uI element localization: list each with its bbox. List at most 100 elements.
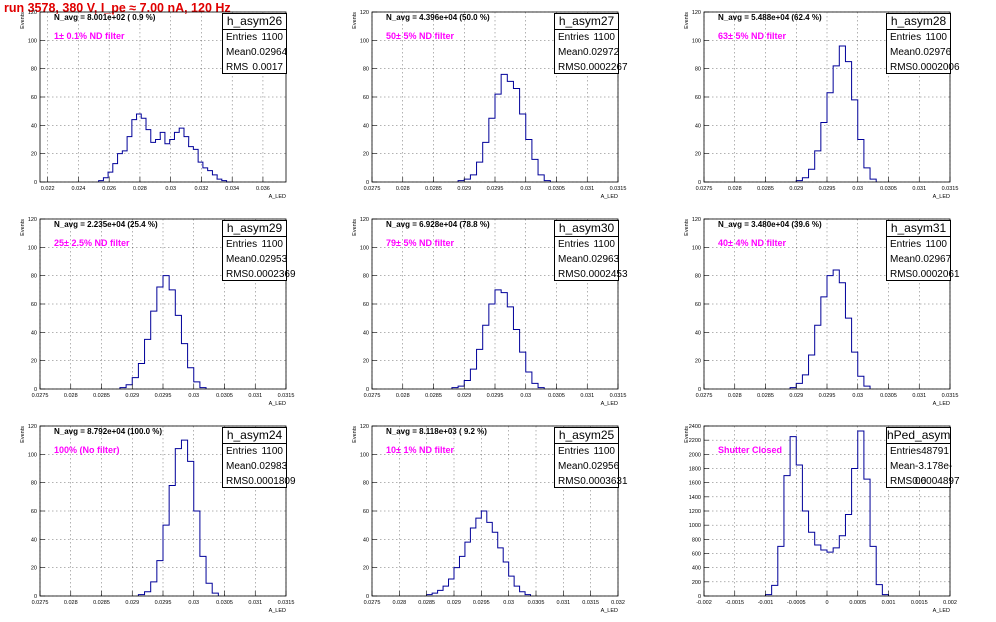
filter-label: 100% (No filter) xyxy=(54,445,120,455)
histogram-bin xyxy=(169,290,175,389)
histogram-panel-h_asym31: 0.0275 0.028 0.0285 0.029 0.0295 0.03 0.0305 0.… xyxy=(664,207,996,414)
histogram-bin xyxy=(815,151,821,182)
x-axis-label: A_LED xyxy=(601,608,618,614)
stat-value: 0.02967 xyxy=(915,254,952,265)
y-tick-label: 80 xyxy=(363,481,369,487)
stat-row-rms: RMS 0.0003631 xyxy=(555,474,628,489)
y-tick-label: 20 xyxy=(695,152,701,158)
x-tick-label: 0.0305 xyxy=(548,393,565,399)
stat-row-rms: RMS 0.0002006 xyxy=(887,60,960,75)
histogram-panel-hPed_asym: -0.002 -0.0015 -0.001 -0.0005 0 0.0005 0.001 0.… xyxy=(664,414,996,621)
histogram-bin xyxy=(507,307,513,389)
x-tick-label: 0.03 xyxy=(188,393,199,399)
x-tick-label: 0.026 xyxy=(102,186,116,192)
y-tick-label: 60 xyxy=(363,95,369,101)
y-tick-label: 400 xyxy=(692,566,701,572)
histogram-svg: 0.0275 0.028 0.0285 0.029 0.0295 0.03 0.0305 0.… xyxy=(684,10,958,200)
x-tick-label: 0.002 xyxy=(943,600,957,606)
histogram-bin xyxy=(449,579,454,596)
y-tick-label: 60 xyxy=(363,302,369,308)
y-tick-label: 0 xyxy=(366,180,369,186)
histogram-bin xyxy=(194,511,200,596)
histogram-bin xyxy=(160,132,165,182)
y-tick-label: 120 xyxy=(28,424,37,430)
x-tick-label: 0.0275 xyxy=(696,186,713,192)
y-tick-label: 100 xyxy=(692,38,701,44)
y-tick-label: 0 xyxy=(698,180,701,186)
x-tick-label: 0.029 xyxy=(457,186,471,192)
y-tick-label: 120 xyxy=(360,217,369,223)
histogram-name: h_asym29 xyxy=(223,221,286,237)
x-axis-label: A_LED xyxy=(601,194,618,200)
histogram-bin xyxy=(146,130,151,182)
stat-row-rms: RMS 0.0002267 xyxy=(555,60,628,75)
stat-label: Entries xyxy=(558,32,590,43)
stat-label: RMS xyxy=(226,476,249,487)
histogram-bin xyxy=(796,383,802,389)
stat-label: RMS xyxy=(890,269,913,280)
y-axis-label: Events xyxy=(684,426,690,443)
histogram-bin xyxy=(495,94,501,182)
histogram-bin xyxy=(827,552,833,596)
histogram-bin xyxy=(477,162,483,182)
x-tick-label: 0.001 xyxy=(882,600,896,606)
y-tick-label: 80 xyxy=(695,274,701,280)
y-tick-label: 0 xyxy=(34,180,37,186)
navg-label: N_avg = 8.118e+03 ( 9.2 %) xyxy=(386,427,487,436)
stat-row-mean: Mean 0.02956 xyxy=(555,459,619,474)
histogram-bin xyxy=(212,175,217,182)
x-tick-label: 0.0305 xyxy=(880,186,897,192)
y-tick-label: 1600 xyxy=(689,481,701,487)
histogram-bin xyxy=(132,378,138,389)
stat-row-entries: Entries 1100 xyxy=(223,237,286,252)
histogram-bin xyxy=(169,486,175,597)
stat-value: 1100 xyxy=(261,446,283,457)
histogram-bin xyxy=(465,542,470,596)
stat-label: Mean xyxy=(226,254,252,265)
y-tick-label: 20 xyxy=(31,566,37,572)
stat-value: 0.02983 xyxy=(251,461,288,472)
x-tick-label: 0.031 xyxy=(556,600,570,606)
y-tick-label: 200 xyxy=(692,580,701,586)
y-tick-label: 40 xyxy=(31,537,37,543)
y-tick-label: 20 xyxy=(31,359,37,365)
stat-label: Mean xyxy=(226,47,252,58)
histogram-bin xyxy=(802,178,808,182)
x-tick-label: 0.036 xyxy=(256,186,270,192)
histogram-bin xyxy=(470,369,476,389)
y-tick-label: 40 xyxy=(31,123,37,129)
histogram-bin xyxy=(483,142,489,182)
histogram-bin xyxy=(438,590,443,596)
y-tick-label: 40 xyxy=(31,330,37,336)
histogram-bin xyxy=(459,556,464,596)
stat-label: Entries xyxy=(890,446,922,457)
histogram-bin xyxy=(815,545,821,596)
histogram-bin xyxy=(470,528,475,596)
histogram-bin xyxy=(821,550,827,596)
stat-value: 0.0002369 xyxy=(248,269,296,280)
stat-label: Mean xyxy=(558,461,584,472)
histogram-bin xyxy=(198,162,203,182)
histogram-bin xyxy=(118,154,123,182)
stat-label: Mean xyxy=(226,461,252,472)
histogram-name: h_asym24 xyxy=(223,428,286,444)
x-tick-label: 0.0285 xyxy=(425,186,442,192)
y-tick-label: 100 xyxy=(28,38,37,44)
histogram-bin xyxy=(821,297,827,389)
histogram-bin xyxy=(194,382,200,389)
y-tick-label: 40 xyxy=(695,123,701,129)
stat-row-entries: Entries 1100 xyxy=(887,30,950,45)
histogram-bin xyxy=(489,118,495,182)
stats-box: h_asym27 Entries 1100 Mean 0.02972 RMS 0.00022… xyxy=(554,13,628,75)
histogram-outline xyxy=(457,73,551,182)
histogram-bin xyxy=(495,290,501,389)
y-tick-label: 600 xyxy=(692,552,701,558)
stat-row-rms: RMS 0.0002369 xyxy=(223,267,296,282)
x-tick-label: 0.0285 xyxy=(757,393,774,399)
run-title: run 3578, 380 V, I_pe ≈ 7.00 nA, 120 Hz xyxy=(4,1,231,15)
histogram-bin xyxy=(145,339,151,389)
stat-value: 1100 xyxy=(593,32,615,43)
histogram-bin xyxy=(113,164,118,182)
stat-value: 0.02953 xyxy=(251,254,288,265)
